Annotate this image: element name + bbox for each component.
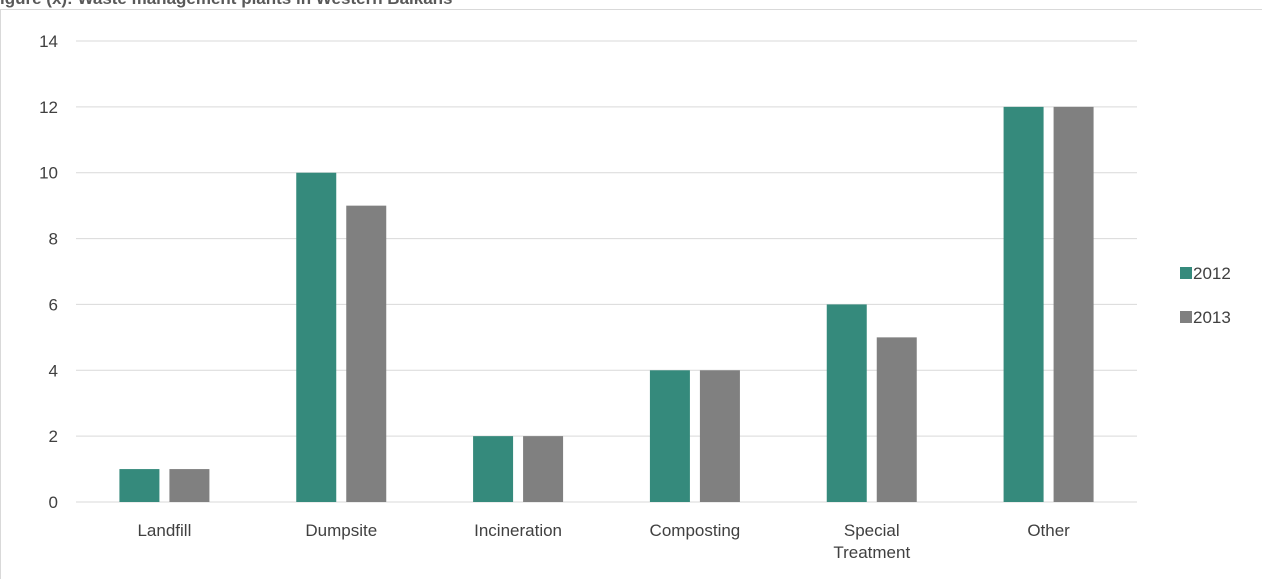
bar-2013-landfill [169, 469, 210, 502]
bar-2012-landfill [119, 469, 160, 502]
bars [119, 106, 1094, 502]
bar-2012-other [1003, 106, 1044, 502]
bar-2013-special-treatment [876, 337, 917, 502]
y-tick-label: 14 [39, 32, 58, 51]
x-tick-label: Landfill [137, 521, 191, 540]
y-tick-label: 2 [49, 427, 58, 446]
x-axis-labels: Landfill Dumpsite Incineration Composting Sp… [137, 521, 1070, 562]
legend-label-2012: 2012 [1193, 264, 1231, 283]
bar-2012-dumpsite [296, 172, 337, 502]
y-tick-label: 12 [39, 98, 58, 117]
y-tick-label: 6 [49, 295, 58, 314]
legend-swatch-2013 [1180, 311, 1192, 323]
bar-chart: 0 2 4 6 8 10 12 14 Landfill Dumpsite Incineration… [39, 32, 1231, 562]
x-tick-label: Composting [650, 521, 741, 540]
x-tick-label: Dumpsite [305, 521, 377, 540]
y-axis-ticks: 0 2 4 6 8 10 12 14 [39, 32, 58, 512]
legend-swatch-2012 [1180, 267, 1192, 279]
x-tick-label: Special Treatment [833, 521, 910, 562]
gridlines [76, 40, 1137, 503]
title-strip: igure (x): Waste management plants in We… [0, 0, 1263, 9]
x-tick-label: Other [1027, 521, 1070, 540]
x-tick-label: Incineration [474, 521, 562, 540]
bar-2013-dumpsite [346, 205, 387, 502]
y-tick-label: 4 [49, 361, 58, 380]
chart-title: igure (x): Waste management plants in We… [0, 0, 453, 9]
y-tick-label: 0 [49, 493, 58, 512]
y-tick-label: 10 [39, 164, 58, 183]
bar-2012-composting [649, 370, 690, 502]
y-tick-label: 8 [49, 230, 58, 249]
bar-2013-other [1053, 106, 1094, 502]
chart-area: 0 2 4 6 8 10 12 14 Landfill Dumpsite Incineration… [0, 9, 1262, 579]
bar-2012-incineration [473, 436, 514, 502]
legend-label-2013: 2013 [1193, 308, 1231, 327]
bar-2013-incineration [523, 436, 564, 502]
bar-2013-composting [699, 370, 740, 502]
legend: 2012 2013 [1180, 264, 1231, 327]
bar-2012-special-treatment [826, 304, 867, 502]
